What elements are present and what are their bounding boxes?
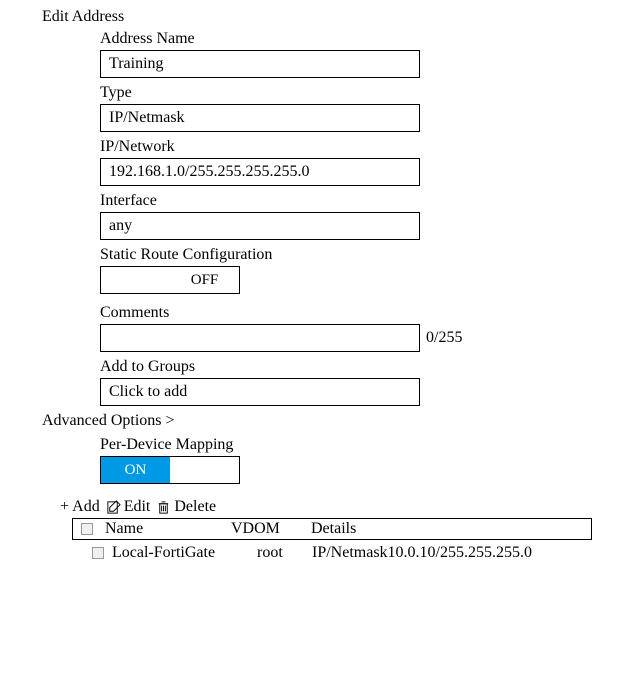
per-device-toggle-on: ON bbox=[101, 457, 170, 483]
type-input[interactable] bbox=[100, 104, 420, 132]
header-checkbox[interactable] bbox=[81, 523, 93, 535]
header-vdom: VDOM bbox=[231, 520, 311, 538]
comments-input[interactable] bbox=[100, 324, 420, 352]
cell-vdom: root bbox=[257, 544, 312, 562]
cell-name: Local-FortiGate bbox=[112, 544, 257, 562]
row-checkbox[interactable] bbox=[92, 547, 104, 559]
address-name-input[interactable] bbox=[100, 50, 420, 78]
label-address-name: Address Name bbox=[100, 30, 612, 48]
interface-input[interactable] bbox=[100, 212, 420, 240]
page-title: Edit Address bbox=[42, 8, 612, 26]
label-per-device-mapping: Per-Device Mapping bbox=[100, 436, 612, 454]
ip-network-input[interactable] bbox=[100, 158, 420, 186]
table-header-row: Name VDOM Details bbox=[72, 518, 592, 540]
trash-icon bbox=[156, 500, 171, 515]
edit-button-label: Edit bbox=[124, 498, 151, 516]
label-static-route: Static Route Configuration bbox=[100, 246, 612, 264]
header-name: Name bbox=[101, 520, 231, 538]
comments-counter: 0/255 bbox=[426, 329, 462, 347]
cell-details: IP/Netmask10.0.10/255.255.255.0 bbox=[312, 544, 622, 562]
delete-button[interactable]: Delete bbox=[156, 498, 216, 516]
label-add-to-groups: Add to Groups bbox=[100, 358, 612, 376]
edit-icon bbox=[106, 500, 121, 515]
label-type: Type bbox=[100, 84, 612, 102]
per-device-toggle[interactable]: ON bbox=[100, 456, 240, 484]
static-route-toggle[interactable]: OFF bbox=[100, 266, 240, 294]
delete-button-label: Delete bbox=[174, 498, 216, 516]
edit-button[interactable]: Edit bbox=[106, 498, 151, 516]
static-route-toggle-left bbox=[101, 267, 170, 293]
label-ip-network: IP/Network bbox=[100, 138, 612, 156]
add-to-groups-input[interactable] bbox=[100, 378, 420, 406]
static-route-toggle-right: OFF bbox=[170, 267, 239, 293]
advanced-options-toggle[interactable]: Advanced Options > bbox=[42, 412, 612, 430]
per-device-toggle-off bbox=[170, 457, 239, 483]
table-row[interactable]: Local-FortiGate root IP/Netmask10.0.10/2… bbox=[84, 542, 622, 564]
label-comments: Comments bbox=[100, 304, 612, 322]
label-interface: Interface bbox=[100, 192, 612, 210]
add-button[interactable]: + Add bbox=[60, 498, 100, 516]
header-details: Details bbox=[311, 520, 591, 538]
